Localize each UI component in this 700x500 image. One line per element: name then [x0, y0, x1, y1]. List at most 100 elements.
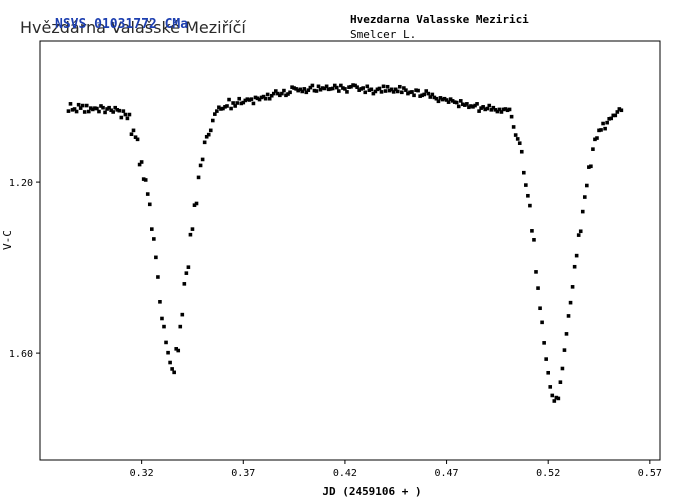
data-point — [241, 100, 246, 105]
data-point — [121, 109, 126, 113]
data-point — [532, 238, 536, 242]
data-point — [72, 107, 77, 111]
data-point — [452, 100, 457, 104]
data-point — [495, 109, 500, 114]
data-point — [282, 88, 286, 93]
data-point — [271, 91, 276, 96]
data-point — [147, 202, 152, 207]
data-point — [383, 89, 388, 93]
data-point — [566, 314, 571, 318]
data-point — [448, 97, 453, 101]
data-point — [296, 88, 300, 93]
data-point — [513, 133, 518, 137]
data-point — [286, 92, 290, 96]
data-point — [578, 229, 583, 234]
data-point — [137, 162, 142, 167]
observatory-label: Hvezdarna Valasske Mezirici — [350, 13, 529, 26]
data-point — [481, 105, 485, 109]
data-point — [463, 103, 467, 107]
data-point — [393, 87, 398, 92]
data-point — [389, 87, 394, 92]
data-point — [550, 393, 555, 398]
data-points-group — [66, 83, 624, 403]
data-point — [491, 105, 496, 110]
watermark-overlay-text: NSVS 01031772 CMa — [55, 17, 189, 32]
data-point — [454, 100, 459, 105]
data-point — [219, 107, 223, 111]
data-point — [562, 348, 567, 352]
data-point — [166, 350, 170, 355]
data-point — [412, 93, 416, 98]
data-point — [410, 90, 414, 94]
data-point — [172, 370, 176, 375]
data-point — [599, 128, 603, 132]
data-point — [619, 108, 624, 113]
data-point — [294, 87, 298, 91]
data-point — [347, 85, 351, 89]
data-point — [442, 96, 447, 101]
data-point — [170, 367, 174, 371]
data-point — [582, 195, 587, 199]
data-point — [385, 84, 390, 89]
data-point — [180, 312, 185, 317]
data-point — [139, 160, 144, 164]
data-point — [505, 108, 510, 113]
data-point — [168, 360, 172, 365]
data-point — [589, 164, 593, 169]
data-point — [117, 108, 122, 113]
data-point — [479, 106, 483, 110]
data-point — [351, 83, 355, 87]
data-point — [123, 112, 128, 117]
data-point — [292, 86, 296, 90]
data-point — [93, 106, 97, 110]
plot-frame — [39, 40, 661, 461]
data-point — [111, 110, 115, 114]
data-point — [591, 147, 595, 151]
data-point — [239, 101, 244, 106]
data-point — [552, 399, 557, 403]
data-point — [519, 149, 524, 154]
data-point — [377, 86, 382, 91]
data-point — [233, 104, 237, 108]
data-point — [304, 90, 309, 95]
data-point — [420, 93, 424, 98]
data-point — [66, 109, 71, 113]
data-point — [375, 87, 380, 92]
data-point — [213, 112, 217, 116]
data-point — [497, 107, 502, 112]
data-point — [524, 183, 528, 187]
data-point — [328, 87, 333, 91]
data-point — [554, 395, 559, 400]
data-point — [440, 97, 445, 102]
data-point — [251, 101, 256, 106]
data-point — [499, 110, 504, 114]
data-point — [249, 97, 254, 101]
data-point — [253, 95, 258, 100]
data-point — [355, 85, 359, 89]
data-point — [391, 90, 396, 94]
data-point — [430, 92, 435, 97]
data-point — [597, 128, 601, 133]
data-point — [162, 324, 166, 329]
data-point — [174, 347, 178, 351]
data-point — [363, 90, 368, 95]
data-point — [564, 332, 569, 336]
data-point — [436, 99, 441, 104]
data-point — [493, 108, 498, 112]
data-point — [471, 105, 475, 109]
data-point — [402, 86, 406, 90]
data-point — [398, 84, 402, 89]
data-point — [465, 102, 469, 106]
data-point — [95, 106, 99, 111]
data-point — [227, 97, 231, 102]
data-point — [86, 109, 91, 114]
data-point — [306, 88, 311, 92]
data-point — [215, 109, 219, 113]
data-point — [607, 117, 611, 121]
data-point — [276, 91, 280, 96]
data-point — [556, 396, 561, 401]
data-point — [507, 107, 512, 112]
data-point — [225, 104, 229, 108]
data-point — [131, 128, 136, 133]
